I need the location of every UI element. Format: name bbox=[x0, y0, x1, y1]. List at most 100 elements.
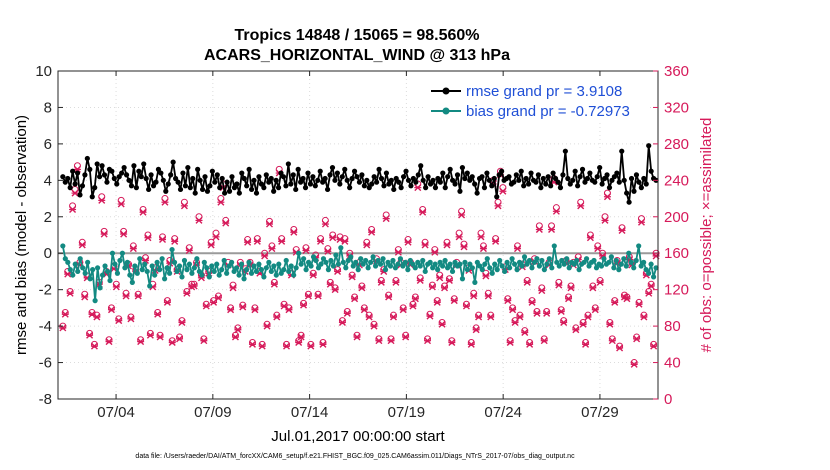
bias-point bbox=[400, 263, 406, 269]
obs-assimilated-point bbox=[154, 310, 162, 318]
bias-point bbox=[472, 279, 478, 285]
obs-assimilated-point bbox=[139, 208, 147, 216]
obs-assimilated-point bbox=[533, 309, 541, 317]
obs-assimilated-point bbox=[244, 238, 252, 246]
bias-point bbox=[323, 259, 329, 265]
obs-assimilated-point bbox=[584, 313, 592, 321]
bias-point bbox=[412, 265, 418, 271]
obs-assimilated-point bbox=[64, 270, 72, 278]
bias-point bbox=[626, 250, 632, 256]
bias-point bbox=[221, 257, 227, 264]
rmse-point bbox=[317, 168, 323, 174]
rmse-point bbox=[624, 190, 630, 196]
obs-assimilated-point bbox=[633, 335, 641, 343]
obs-assimilated-point bbox=[424, 337, 432, 345]
bias-point bbox=[355, 267, 361, 273]
obs-possible-point bbox=[445, 275, 453, 283]
x-tick-label: 07/09 bbox=[194, 404, 232, 421]
obs-possible-point bbox=[572, 324, 580, 332]
bias-point bbox=[417, 263, 423, 269]
bias-point bbox=[541, 267, 547, 273]
rmse-point bbox=[481, 185, 488, 191]
rmse-point bbox=[248, 186, 255, 193]
obs-assimilated-point bbox=[363, 241, 371, 249]
rmse-point bbox=[376, 166, 382, 172]
obs-assimilated-point bbox=[329, 234, 337, 242]
bias-point bbox=[601, 256, 607, 262]
rmse-point bbox=[180, 170, 186, 176]
obs-assimilated-point bbox=[120, 230, 128, 238]
rmse-point bbox=[197, 177, 203, 183]
rmse-point bbox=[425, 174, 431, 180]
rmse-point bbox=[204, 188, 211, 194]
rmse-point bbox=[226, 188, 233, 194]
rmse-point bbox=[513, 172, 519, 178]
obs-assimilated-point bbox=[212, 233, 220, 241]
obs-possible-point bbox=[163, 297, 171, 305]
bias-point bbox=[519, 263, 525, 269]
bias-point bbox=[631, 265, 637, 271]
obs-possible-point bbox=[375, 335, 383, 343]
obs-assimilated-point bbox=[317, 237, 325, 245]
bias-point bbox=[219, 267, 225, 273]
rmse-point bbox=[146, 186, 152, 193]
bias-point bbox=[278, 270, 284, 276]
bias-point bbox=[514, 267, 520, 273]
obs-possible-point bbox=[156, 331, 164, 339]
bias-point bbox=[97, 285, 103, 291]
obs-assimilated-point bbox=[487, 313, 495, 321]
rmse-point bbox=[141, 161, 147, 167]
obs-assimilated-point bbox=[421, 241, 429, 249]
obs-assimilated-point bbox=[416, 277, 424, 285]
bias-point bbox=[124, 259, 130, 265]
rmse-point bbox=[552, 175, 559, 182]
obs-assimilated-point bbox=[647, 282, 655, 290]
rmse-point bbox=[143, 175, 149, 182]
rmse-point bbox=[572, 168, 578, 174]
obs-possible-point bbox=[307, 340, 315, 348]
bias-point bbox=[258, 267, 265, 273]
obs-assimilated-point bbox=[511, 318, 519, 326]
obs-possible-point bbox=[467, 339, 475, 347]
obs-assimilated-point bbox=[399, 306, 407, 314]
rmse-point bbox=[423, 185, 429, 191]
obs-possible-point bbox=[392, 277, 400, 285]
obs-assimilated-point bbox=[358, 284, 366, 292]
bias-point bbox=[372, 263, 379, 269]
obs-possible-point bbox=[385, 291, 393, 299]
bias-point bbox=[608, 254, 614, 260]
right-tick-label: 320 bbox=[664, 99, 689, 116]
obs-possible-point bbox=[178, 317, 186, 325]
rmse-point bbox=[177, 186, 184, 193]
rmse-point bbox=[133, 185, 139, 191]
obs-possible-point bbox=[309, 269, 317, 277]
bias-point bbox=[363, 257, 369, 264]
obs-assimilated-point bbox=[117, 200, 125, 208]
bias-point bbox=[529, 265, 535, 271]
left-tick-label: -6 bbox=[39, 355, 52, 372]
rmse-point bbox=[432, 185, 439, 191]
left-axis-ticks: -8 -6 -4 -2 0 2 4 6 8 10 bbox=[35, 63, 63, 408]
bias-point bbox=[211, 268, 217, 275]
bias-point bbox=[281, 267, 287, 273]
bias-point bbox=[581, 259, 587, 265]
obs-assimilated-point bbox=[360, 306, 368, 314]
rmse-point bbox=[136, 168, 142, 174]
bias-point bbox=[643, 267, 649, 273]
rmse-point bbox=[185, 164, 191, 171]
bias-point bbox=[129, 279, 135, 285]
bias-point bbox=[345, 257, 351, 264]
bias-point bbox=[291, 272, 297, 278]
obs-assimilated-point bbox=[616, 344, 624, 352]
bias-point bbox=[99, 272, 106, 278]
bias-point bbox=[296, 250, 302, 256]
bias-point bbox=[154, 259, 160, 265]
rmse-point bbox=[491, 175, 497, 182]
bias-point bbox=[440, 263, 446, 269]
rmse-point bbox=[332, 177, 338, 183]
right-tick-label: 80 bbox=[664, 318, 681, 335]
obs-assimilated-point bbox=[450, 297, 458, 305]
obs-assimilated-point bbox=[319, 340, 327, 348]
bias-point bbox=[152, 272, 158, 278]
bias-point bbox=[464, 267, 471, 273]
